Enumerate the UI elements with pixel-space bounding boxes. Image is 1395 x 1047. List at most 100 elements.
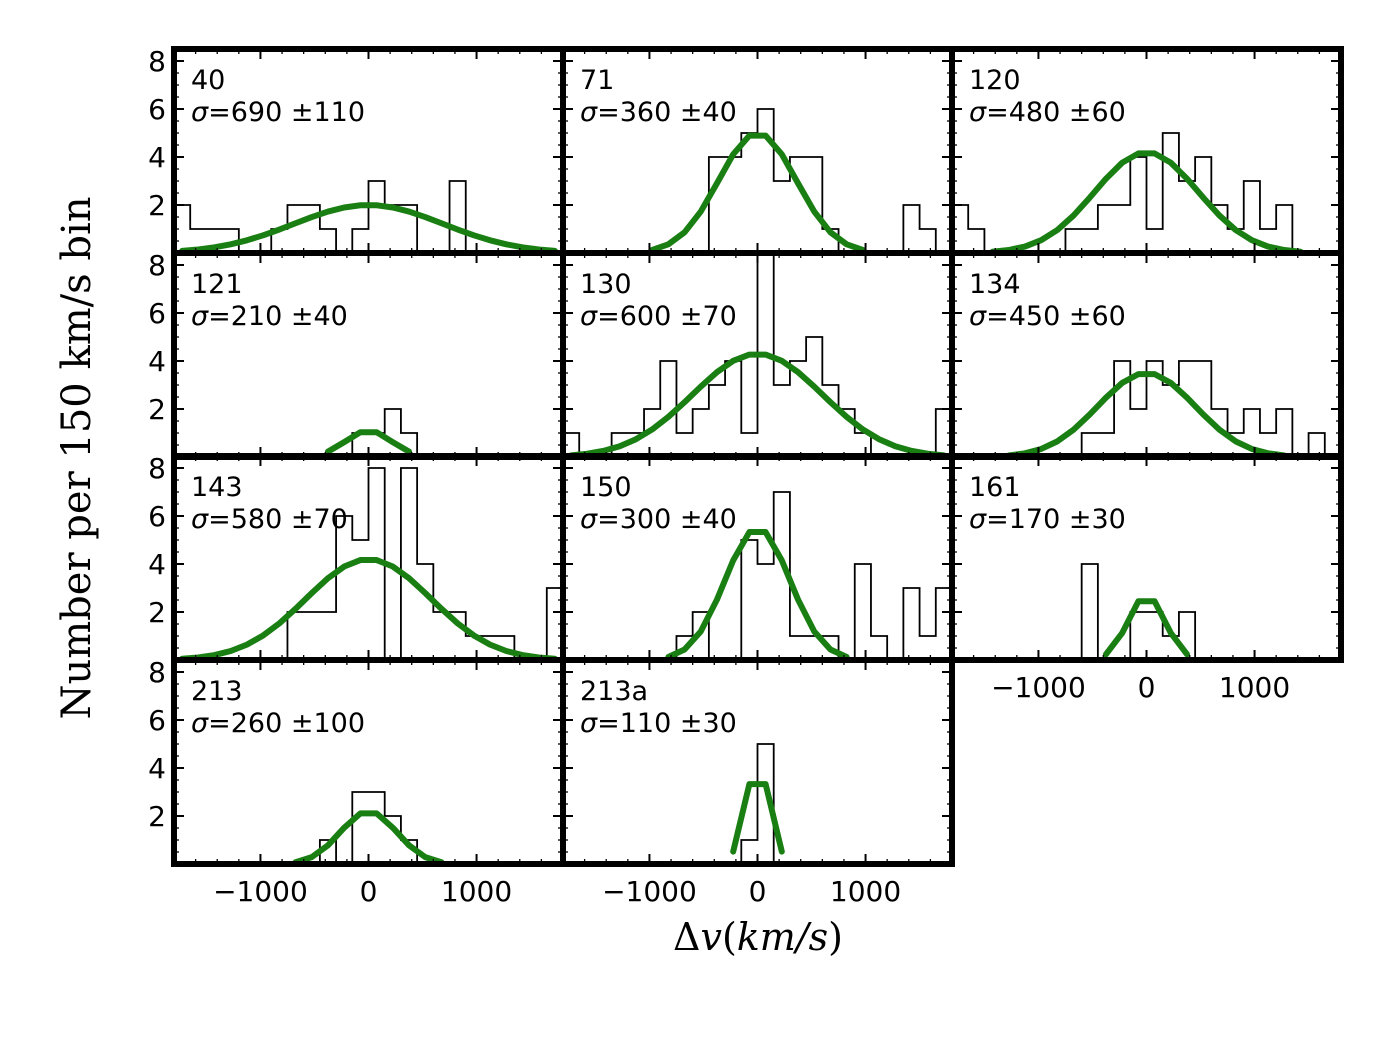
panel-id-label: 213	[191, 676, 243, 707]
x-tick-label: 1000	[830, 875, 901, 908]
panel-id-label: 150	[580, 472, 632, 503]
y-tick-label: 4	[148, 345, 166, 378]
sigma-symbol: σ	[969, 504, 987, 535]
gaussian-fit-213	[292, 810, 445, 864]
panel-id-label: 121	[191, 269, 243, 300]
panel-id-label: 213a	[580, 676, 648, 707]
sigma-value: =450 ±60	[986, 301, 1126, 332]
panel-id-label: 134	[969, 269, 1021, 300]
histogram-143	[174, 467, 563, 660]
sigma-value: =600 ±70	[597, 301, 737, 332]
y-tick-label: 6	[148, 704, 166, 737]
x-tick-label: 0	[1138, 671, 1156, 704]
x-axis-label-delta: Δ	[673, 915, 700, 959]
sigma-symbol: σ	[191, 97, 209, 128]
panel-40: 2 4 6 8 40σ=690 ±110	[148, 45, 566, 256]
sigma-value: =210 ±40	[208, 301, 348, 332]
x-axis-label-open-paren: (	[722, 915, 737, 959]
sigma-symbol: σ	[191, 301, 209, 332]
panel-id-label: 161	[969, 472, 1021, 503]
gaussian-fit-143	[179, 557, 558, 660]
panel-id-label: 143	[191, 472, 243, 503]
y-tick-label: 8	[148, 656, 166, 689]
x-tick-label: −1000	[991, 671, 1086, 704]
y-tick-label: 8	[148, 452, 166, 485]
x-axis-label-units: km/s	[737, 915, 828, 959]
panel-id-label: 40	[191, 65, 225, 96]
sigma-symbol: σ	[580, 504, 598, 535]
x-tick-label: −1000	[602, 875, 697, 908]
gaussian-fit-161	[1102, 598, 1191, 658]
histogram-120	[952, 132, 1341, 253]
histogram-150	[563, 491, 952, 660]
sigma-value: =580 ±70	[208, 504, 348, 535]
y-tick-label: 4	[148, 752, 166, 785]
y-tick-label: 6	[148, 93, 166, 126]
sigma-value: =110 ±30	[597, 708, 737, 739]
y-tick-label: 6	[148, 500, 166, 533]
histogram-71	[563, 108, 952, 253]
gaussian-fit-121	[324, 429, 413, 455]
y-tick-label: 2	[148, 800, 166, 833]
gaussian-fit-134	[1005, 371, 1288, 457]
sigma-symbol: σ	[580, 97, 598, 128]
y-tick-label: 2	[148, 596, 166, 629]
panel-id-label: 71	[580, 65, 614, 96]
sigma-value: =480 ±60	[986, 97, 1126, 128]
sigma-symbol: σ	[580, 708, 598, 739]
x-tick-label: 1000	[441, 875, 512, 908]
panel-sigma-label: σ=690 ±110	[191, 97, 365, 128]
panel-id-label: 120	[969, 65, 1021, 96]
sigma-value: =260 ±100	[208, 708, 365, 739]
panel-sigma-label: σ=580 ±70	[191, 504, 348, 535]
panel-sigma-label: σ=480 ±60	[969, 97, 1126, 128]
x-tick-label: 0	[749, 875, 767, 908]
gaussian-fit-40	[179, 202, 558, 253]
panel-sigma-label: σ=260 ±100	[191, 708, 365, 739]
panel-sigma-label: σ=110 ±30	[580, 708, 737, 739]
gaussian-fit-130	[568, 351, 947, 457]
panel-sigma-label: σ=210 ±40	[191, 301, 348, 332]
sigma-value: =300 ±40	[597, 504, 737, 535]
x-tick-label: 0	[360, 875, 378, 908]
panel-frame	[560, 46, 955, 256]
panel-id-label: 130	[580, 269, 632, 300]
x-axis-label-close-paren: )	[828, 915, 843, 959]
sigma-symbol: σ	[191, 504, 209, 535]
y-tick-label: 4	[148, 141, 166, 174]
x-axis-label: Δv(km/s)	[673, 915, 843, 959]
panel-frame	[949, 453, 1344, 663]
gaussian-fit-150	[665, 529, 850, 660]
panel-sigma-label: σ=170 ±30	[969, 504, 1126, 535]
sigma-symbol: σ	[191, 708, 209, 739]
panel-frame	[560, 657, 955, 867]
sigma-symbol: σ	[969, 97, 987, 128]
y-tick-label: 2	[148, 393, 166, 426]
panel-sigma-label: σ=300 ±40	[580, 504, 737, 535]
histogram-121	[174, 408, 563, 457]
histogram-213a	[563, 743, 952, 864]
gaussian-fit-120	[989, 150, 1304, 253]
x-tick-label: 1000	[1219, 671, 1290, 704]
histogram-134	[952, 360, 1341, 457]
panel-71: 71σ=360 ±40	[560, 46, 955, 256]
panel-sigma-label: σ=600 ±70	[580, 301, 737, 332]
sigma-value: =360 ±40	[597, 97, 737, 128]
sigma-value: =170 ±30	[986, 504, 1126, 535]
histogram-130	[563, 253, 952, 457]
y-tick-label: 8	[148, 45, 166, 78]
panel-sigma-label: σ=450 ±60	[969, 301, 1126, 332]
histogram-213	[174, 791, 563, 864]
y-tick-label: 2	[148, 189, 166, 222]
y-tick-label: 8	[148, 249, 166, 282]
